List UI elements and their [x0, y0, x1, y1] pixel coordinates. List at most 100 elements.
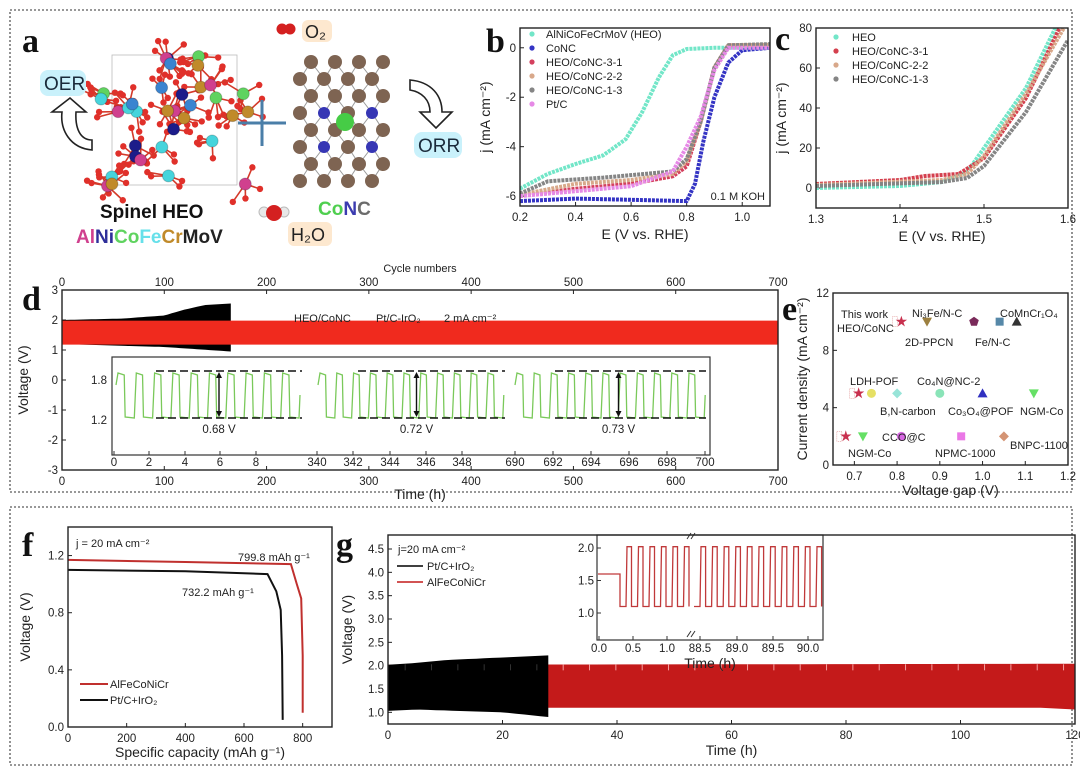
orr-label: ORR: [418, 136, 460, 157]
inset-voltage-trace: [598, 546, 823, 608]
point-label: This work: [841, 309, 889, 321]
oxygen-atom: [256, 81, 263, 89]
panel-a-illustration: OER ORR O₂ H₂O Spinel HEO AlNiCoFeCrMoV …: [40, 20, 462, 248]
carbon-atom: [376, 157, 390, 171]
carbon-atom: [352, 123, 366, 137]
cation-atom: [236, 87, 250, 101]
y-tick-label: -2: [506, 92, 516, 104]
oxygen-atom: [196, 134, 204, 142]
oxygen-atom: [197, 94, 205, 101]
x2-axis-title: Cycle numbers: [383, 263, 457, 275]
inset-x-tick-label: 88.5: [689, 643, 711, 655]
chart-e: 0.7 0.8 0.9 1.0 1.1 1.2 0 4 8 12 Voltage gap (V) Cu…: [794, 288, 1076, 498]
inset-x-tick-label: 1.0: [659, 643, 675, 655]
scatter-point: [895, 315, 908, 327]
point-label: NGM-Co: [848, 448, 891, 460]
x-tick-label: 0.7: [846, 471, 862, 483]
carbon-atom: [293, 106, 307, 120]
oxygen-atom: [137, 135, 145, 142]
plot-area: [816, 28, 1068, 190]
nitrogen-atom: [318, 141, 330, 153]
carbon-atom: [304, 123, 318, 137]
oer-curved-arrow-icon: [49, 96, 93, 151]
oxygen-atom: [177, 56, 184, 63]
conc-graphene-structure: [293, 55, 390, 188]
x-axis-title: Specific capacity (mAh g⁻¹): [115, 744, 285, 760]
spinel-heo-title: Spinel HEO: [100, 202, 203, 223]
legend-marker: [529, 73, 535, 79]
inset-x-tick-label: 700: [695, 457, 714, 469]
y-tick-label: 4.5: [368, 544, 384, 556]
y-tick-label: -2: [48, 435, 58, 447]
annotation: 0.1 M KOH: [711, 191, 765, 203]
plot-frame: [67, 526, 333, 728]
marker-box: [836, 431, 843, 442]
oxygen-atom: [223, 123, 230, 130]
oxygen-atom: [149, 75, 156, 82]
x-tick-label: 600: [234, 733, 253, 745]
inset-x-axis-title: Time (h): [684, 655, 736, 671]
x-tick-label: 700: [768, 476, 787, 488]
inset-x-tick-label: 696: [619, 457, 638, 469]
y-tick-label: 2.5: [368, 637, 384, 649]
formula-part: Cr: [162, 227, 184, 248]
voltage-gap-label: 0.73 V: [602, 424, 636, 436]
x-tick-label: 200: [257, 476, 276, 488]
oxygen-atom: [227, 76, 234, 84]
inset-x-tick-label: 2: [146, 457, 152, 469]
oxygen-atom: [120, 143, 127, 150]
oxygen-atom: [112, 97, 120, 104]
carbon-atom: [317, 72, 331, 86]
h2o-label: H₂O: [291, 225, 325, 245]
series-line: [68, 568, 284, 720]
legend-label: CoNC: [546, 43, 576, 55]
x2-tick-label: 500: [564, 277, 583, 289]
inset-x-tick-label: 0: [111, 457, 117, 469]
cation-atom: [155, 140, 169, 154]
oxygen-atom: [229, 198, 237, 206]
carbon-atom: [352, 55, 366, 69]
inset-frame: [596, 534, 824, 641]
oxygen-atom: [122, 179, 130, 187]
oxygen-atom: [119, 91, 126, 99]
oxygen-atom: [141, 108, 149, 116]
cation-atom: [155, 81, 169, 95]
inset-x-tick-label: 698: [657, 457, 676, 469]
oxygen-atom: [209, 155, 217, 162]
x2-tick-label: 0: [59, 277, 65, 289]
y-tick-label: 0.8: [48, 608, 64, 620]
legend-marker: [529, 101, 535, 107]
oxygen-atom: [180, 41, 187, 48]
oxygen-atom: [111, 89, 119, 96]
oxygen-atom: [151, 47, 159, 55]
x-axis-title: Time (h): [394, 486, 446, 502]
x-tick-label: 0.8: [679, 212, 695, 224]
oxygen-atom: [215, 122, 222, 129]
cation-atom: [204, 78, 218, 92]
y-tick-label: 80: [799, 23, 812, 35]
cation-atom: [94, 92, 108, 106]
x-tick-label: 0.4: [568, 212, 585, 224]
oxygen-atom: [181, 83, 188, 91]
x-tick-label: 80: [840, 730, 853, 742]
oxygen-atom: [117, 163, 125, 170]
x2-tick-label: 200: [257, 277, 276, 289]
voltage-gap-label: 0.68 V: [202, 424, 236, 436]
y-axis-title: Voltage (V): [17, 592, 33, 661]
y-axis-title: Current density (mA cm⁻²): [794, 298, 810, 461]
inset-y-tick-label: 1.0: [578, 608, 594, 620]
oer-label: OER: [44, 74, 85, 95]
oxygen-atom: [178, 70, 186, 77]
plot-frame: [61, 289, 779, 471]
series-band: [388, 655, 549, 717]
conc-label: CoNC: [318, 199, 371, 220]
oxygen-atom: [95, 171, 103, 178]
oxygen-atom: [144, 168, 151, 176]
x-tick-label: 600: [666, 476, 685, 488]
inset-x-tick-label: 346: [416, 457, 435, 469]
carbon-atom: [304, 55, 318, 69]
oxygen-atom: [214, 113, 222, 121]
formula-part: Ni: [95, 227, 114, 248]
oxygen-atom: [258, 95, 266, 103]
plot-area: [62, 303, 778, 352]
